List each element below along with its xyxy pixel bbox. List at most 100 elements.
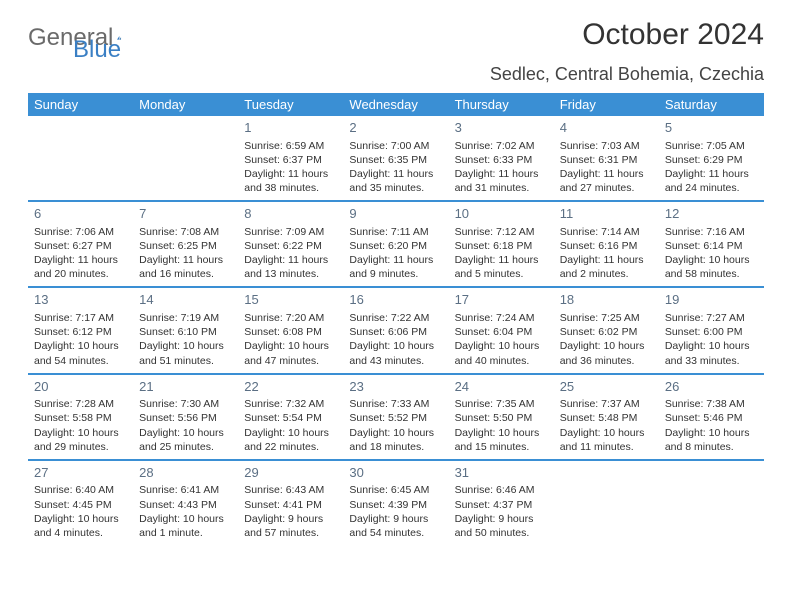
day-sunrise: Sunrise: 7:17 AM: [34, 311, 127, 325]
day-sunset: Sunset: 6:08 PM: [244, 325, 337, 339]
calendar-day-cell: 16Sunrise: 7:22 AMSunset: 6:06 PMDayligh…: [343, 287, 448, 373]
weekday-header: Thursday: [449, 93, 554, 116]
day-sunrise: Sunrise: 7:02 AM: [455, 139, 548, 153]
day-daylight1: Daylight: 11 hours: [244, 167, 337, 181]
day-daylight2: and 31 minutes.: [455, 181, 548, 195]
calendar-day-cell: 28Sunrise: 6:41 AMSunset: 4:43 PMDayligh…: [133, 460, 238, 545]
calendar-week-row: 13Sunrise: 7:17 AMSunset: 6:12 PMDayligh…: [28, 287, 764, 373]
day-sunset: Sunset: 6:00 PM: [665, 325, 758, 339]
day-number: 21: [139, 378, 232, 396]
day-sunset: Sunset: 5:56 PM: [139, 411, 232, 425]
day-number: 7: [139, 205, 232, 223]
calendar-day-cell: 13Sunrise: 7:17 AMSunset: 6:12 PMDayligh…: [28, 287, 133, 373]
logo-text-2: Blue: [73, 36, 121, 64]
day-number: 27: [34, 464, 127, 482]
calendar-day-cell: 30Sunrise: 6:45 AMSunset: 4:39 PMDayligh…: [343, 460, 448, 545]
calendar-day-cell: 8Sunrise: 7:09 AMSunset: 6:22 PMDaylight…: [238, 201, 343, 287]
day-number: 16: [349, 291, 442, 309]
day-daylight2: and 38 minutes.: [244, 181, 337, 195]
day-daylight1: Daylight: 10 hours: [244, 426, 337, 440]
day-daylight2: and 4 minutes.: [34, 526, 127, 540]
day-daylight1: Daylight: 10 hours: [665, 426, 758, 440]
day-sunrise: Sunrise: 7:00 AM: [349, 139, 442, 153]
day-daylight2: and 5 minutes.: [455, 267, 548, 281]
day-daylight1: Daylight: 11 hours: [455, 253, 548, 267]
calendar-day-cell: 22Sunrise: 7:32 AMSunset: 5:54 PMDayligh…: [238, 374, 343, 460]
day-sunset: Sunset: 6:33 PM: [455, 153, 548, 167]
weekday-header: Tuesday: [238, 93, 343, 116]
calendar-day-cell: 23Sunrise: 7:33 AMSunset: 5:52 PMDayligh…: [343, 374, 448, 460]
day-daylight1: Daylight: 11 hours: [244, 253, 337, 267]
day-sunset: Sunset: 6:20 PM: [349, 239, 442, 253]
day-sunset: Sunset: 5:54 PM: [244, 411, 337, 425]
page-title: October 2024: [582, 18, 764, 52]
day-daylight1: Daylight: 10 hours: [665, 339, 758, 353]
day-daylight2: and 43 minutes.: [349, 354, 442, 368]
day-number: 30: [349, 464, 442, 482]
day-daylight1: Daylight: 11 hours: [349, 167, 442, 181]
day-daylight1: Daylight: 10 hours: [34, 426, 127, 440]
day-sunrise: Sunrise: 7:27 AM: [665, 311, 758, 325]
weekday-header-row: Sunday Monday Tuesday Wednesday Thursday…: [28, 93, 764, 116]
day-sunrise: Sunrise: 7:28 AM: [34, 397, 127, 411]
day-sunset: Sunset: 6:22 PM: [244, 239, 337, 253]
day-daylight2: and 50 minutes.: [455, 526, 548, 540]
calendar-day-cell: 6Sunrise: 7:06 AMSunset: 6:27 PMDaylight…: [28, 201, 133, 287]
calendar-day-cell: 27Sunrise: 6:40 AMSunset: 4:45 PMDayligh…: [28, 460, 133, 545]
calendar-day-cell: 9Sunrise: 7:11 AMSunset: 6:20 PMDaylight…: [343, 201, 448, 287]
calendar-day-cell: 20Sunrise: 7:28 AMSunset: 5:58 PMDayligh…: [28, 374, 133, 460]
day-number: 6: [34, 205, 127, 223]
calendar-day-cell: 26Sunrise: 7:38 AMSunset: 5:46 PMDayligh…: [659, 374, 764, 460]
weekday-header: Saturday: [659, 93, 764, 116]
calendar-page: General October 2024 Blue Sedlec, Centra…: [0, 0, 792, 563]
day-daylight1: Daylight: 10 hours: [560, 339, 653, 353]
day-daylight1: Daylight: 10 hours: [34, 512, 127, 526]
day-sunrise: Sunrise: 7:12 AM: [455, 225, 548, 239]
day-daylight1: Daylight: 10 hours: [455, 339, 548, 353]
calendar-day-cell: [659, 460, 764, 545]
calendar-day-cell: 18Sunrise: 7:25 AMSunset: 6:02 PMDayligh…: [554, 287, 659, 373]
day-daylight1: Daylight: 9 hours: [244, 512, 337, 526]
calendar-day-cell: 25Sunrise: 7:37 AMSunset: 5:48 PMDayligh…: [554, 374, 659, 460]
day-daylight1: Daylight: 10 hours: [455, 426, 548, 440]
day-sunset: Sunset: 4:45 PM: [34, 498, 127, 512]
day-daylight2: and 15 minutes.: [455, 440, 548, 454]
day-sunrise: Sunrise: 6:59 AM: [244, 139, 337, 153]
day-daylight1: Daylight: 10 hours: [139, 426, 232, 440]
day-sunrise: Sunrise: 7:38 AM: [665, 397, 758, 411]
day-sunset: Sunset: 6:37 PM: [244, 153, 337, 167]
day-sunset: Sunset: 4:37 PM: [455, 498, 548, 512]
calendar-day-cell: 10Sunrise: 7:12 AMSunset: 6:18 PMDayligh…: [449, 201, 554, 287]
day-daylight2: and 47 minutes.: [244, 354, 337, 368]
calendar-day-cell: 2Sunrise: 7:00 AMSunset: 6:35 PMDaylight…: [343, 116, 448, 201]
day-daylight1: Daylight: 11 hours: [665, 167, 758, 181]
day-number: 31: [455, 464, 548, 482]
day-number: 9: [349, 205, 442, 223]
day-sunset: Sunset: 6:14 PM: [665, 239, 758, 253]
day-number: 3: [455, 119, 548, 137]
weekday-header: Monday: [133, 93, 238, 116]
day-daylight1: Daylight: 11 hours: [560, 167, 653, 181]
day-number: 20: [34, 378, 127, 396]
day-sunset: Sunset: 6:18 PM: [455, 239, 548, 253]
day-number: 5: [665, 119, 758, 137]
day-sunset: Sunset: 5:58 PM: [34, 411, 127, 425]
day-number: 2: [349, 119, 442, 137]
day-sunset: Sunset: 6:31 PM: [560, 153, 653, 167]
day-daylight2: and 22 minutes.: [244, 440, 337, 454]
day-sunrise: Sunrise: 7:32 AM: [244, 397, 337, 411]
day-number: 29: [244, 464, 337, 482]
header-right: October 2024: [582, 18, 764, 52]
day-number: 26: [665, 378, 758, 396]
calendar-day-cell: 24Sunrise: 7:35 AMSunset: 5:50 PMDayligh…: [449, 374, 554, 460]
calendar-day-cell: 14Sunrise: 7:19 AMSunset: 6:10 PMDayligh…: [133, 287, 238, 373]
day-sunrise: Sunrise: 7:03 AM: [560, 139, 653, 153]
day-sunset: Sunset: 6:12 PM: [34, 325, 127, 339]
day-daylight2: and 8 minutes.: [665, 440, 758, 454]
day-number: 18: [560, 291, 653, 309]
day-sunset: Sunset: 6:02 PM: [560, 325, 653, 339]
calendar-day-cell: 21Sunrise: 7:30 AMSunset: 5:56 PMDayligh…: [133, 374, 238, 460]
day-number: 8: [244, 205, 337, 223]
day-number: 24: [455, 378, 548, 396]
location: Sedlec, Central Bohemia, Czechia: [28, 64, 764, 85]
